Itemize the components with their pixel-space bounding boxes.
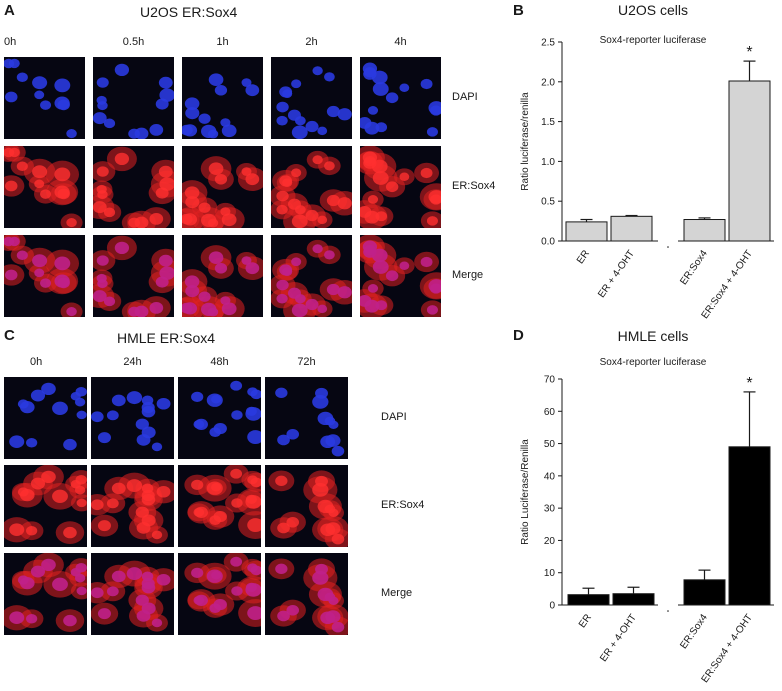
panel-a-micrograph: [271, 235, 352, 317]
panel-a-letter: A: [4, 2, 15, 19]
panel-d-letter: D: [513, 327, 524, 344]
x-category-label: ER + 4-OHT: [598, 612, 639, 664]
y-tick-label: 0: [549, 601, 555, 612]
panel-c-micrograph: [265, 553, 348, 635]
panel-c-micrograph: [4, 553, 87, 635]
bar: [728, 446, 771, 606]
y-tick-label: 50: [544, 439, 556, 450]
panel-a-micrograph: [360, 235, 441, 317]
x-category-label: ER:Sox4 + 4-OHT: [700, 612, 755, 685]
chart-subtitle: Sox4-reporter luciferase: [600, 35, 707, 46]
panel-a-column-label: 1h: [216, 36, 229, 48]
panel-c-column-label: 0h: [30, 356, 43, 368]
bar: [683, 219, 726, 242]
y-tick-label: 40: [544, 471, 556, 482]
panel-c-row-label: DAPI: [381, 411, 407, 423]
panel-c-micrograph: [4, 377, 87, 459]
y-axis-label: Ratio luciferase/renilla: [520, 92, 531, 191]
panel-a-row-label: ER:Sox4: [452, 180, 496, 192]
x-category-label: ER:Sox4: [678, 612, 710, 651]
panel-a-micrograph: [271, 146, 352, 228]
panel-a-micrograph: [182, 146, 263, 228]
panel-c-micrograph: [265, 465, 348, 547]
x-category-label: ER: [577, 612, 594, 630]
y-tick-label: 30: [544, 504, 556, 515]
panel-c-micrograph: [4, 465, 87, 547]
panel-a-column-label: 0h: [4, 36, 17, 48]
panel-a-row-label: DAPI: [452, 91, 478, 103]
axis-break-mark: [667, 246, 669, 248]
significance-asterisk: *: [746, 375, 752, 392]
panel-c-column-label: 24h: [123, 356, 142, 368]
panel-a-column-label: 0.5h: [122, 36, 145, 48]
x-category-label: ER:Sox4 + 4-OHT: [700, 248, 755, 321]
panel-a-title: U2OS ER:Sox4: [140, 4, 238, 20]
bar: [683, 579, 726, 606]
panel-a-micrograph: [182, 235, 263, 317]
axis-break-mark: [667, 610, 669, 612]
x-category-label: ER:Sox4: [678, 248, 710, 287]
y-tick-label: 0.0: [541, 237, 555, 248]
panel-a-micrograph: [93, 146, 174, 228]
significance-asterisk: *: [746, 44, 752, 61]
y-tick-label: 1.0: [541, 157, 555, 168]
y-tick-label: 60: [544, 407, 556, 418]
panel-c-row-label: ER:Sox4: [381, 499, 425, 511]
bar: [612, 593, 655, 606]
x-category-label: ER + 4-OHT: [596, 248, 637, 300]
panel-c-micrograph: [91, 553, 174, 635]
y-axis-label: Ratio Luciferase/Renilla: [520, 439, 531, 545]
panel-c-column-label: 48h: [210, 356, 229, 368]
panel-a-column-label: 4h: [394, 36, 407, 48]
x-category-label: ER: [575, 248, 592, 266]
bar: [728, 80, 771, 242]
panel-b-bar-chart: U2OS cells Sox4-reporter luciferase Ratio …: [520, 2, 774, 321]
panel-c-row-label: Merge: [381, 587, 413, 599]
panel-c-title: HMLE ER:Sox4: [117, 330, 216, 346]
panel-a-micrograph: [360, 57, 441, 139]
y-tick-label: 1.5: [541, 117, 555, 128]
panel-a-micrograph: [93, 57, 174, 139]
y-tick-label: 2.0: [541, 77, 555, 88]
panel-a-micrograph: [4, 235, 85, 317]
y-tick-label: 70: [544, 375, 556, 386]
panel-a-column-label: 2h: [305, 36, 318, 48]
panel-c-micrograph: [91, 377, 174, 459]
panel-a-micrograph: [271, 57, 352, 139]
panel-c-micrograph: [178, 377, 261, 459]
bar: [567, 594, 610, 606]
y-tick-label: 0.5: [541, 197, 555, 208]
panel-a-micrograph: [360, 146, 441, 228]
y-tick-label: 2.5: [541, 38, 555, 49]
bar: [565, 221, 608, 242]
chart-title: HMLE cells: [618, 328, 689, 344]
panel-c-micrograph: [91, 465, 174, 547]
chart-title: U2OS cells: [618, 2, 688, 18]
panel-a-micrograph: [4, 146, 85, 228]
panel-a-row-label: Merge: [452, 269, 484, 281]
chart-subtitle: Sox4-reporter luciferase: [600, 357, 707, 368]
panel-a-micrograph: [4, 57, 85, 139]
panel-c-micrograph: [178, 465, 261, 547]
panel-d-bar-chart: HMLE cells Sox4-reporter luciferase Ratio …: [520, 328, 774, 685]
panel-c-micrograph: [178, 553, 261, 635]
y-tick-label: 20: [544, 536, 556, 547]
panel-a-micrograph: [182, 57, 263, 139]
panel-c-letter: C: [4, 327, 15, 344]
panel-b-letter: B: [513, 2, 524, 19]
y-tick-label: 10: [544, 568, 556, 579]
bar: [610, 215, 653, 242]
panel-a-micrograph: [93, 235, 174, 317]
panel-c-micrograph: [265, 377, 348, 459]
panel-c-column-label: 72h: [297, 356, 316, 368]
